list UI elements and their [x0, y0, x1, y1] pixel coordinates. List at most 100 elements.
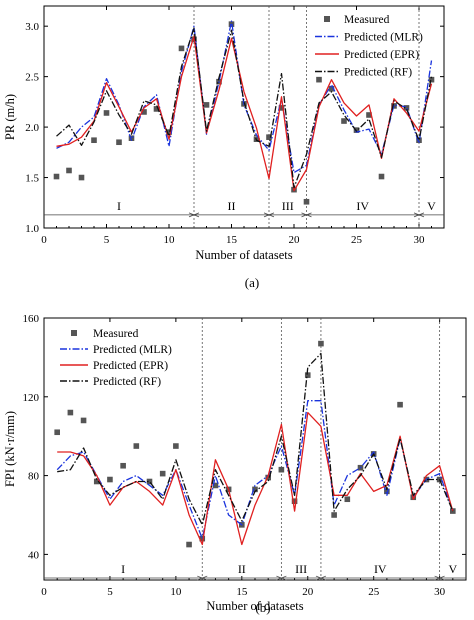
- chart-b-legend-predicted-epr-label: Predicted (EPR): [93, 360, 168, 372]
- chart-a-series-measured-point: [91, 137, 97, 144]
- chart-b-series-measured-point: [291, 498, 298, 505]
- chart-a-panel-label: (a): [245, 275, 259, 290]
- chart-a-series-measured-point: [203, 102, 210, 108]
- chart-a-series-measured-point: [316, 76, 322, 83]
- chart-a-series-measured-point: [53, 173, 60, 180]
- chart-b-x-tick-label: 5: [107, 586, 113, 598]
- chart-b-series-measured-point: [331, 512, 337, 518]
- chart-b-legend-measured-swatch: [71, 330, 77, 336]
- chart-b-section-arrowhead: [438, 575, 445, 581]
- chart-b-y-tick-label: 40: [28, 549, 40, 561]
- chart-b-x-axis-label: Number of datasets: [206, 599, 303, 613]
- chart-a-legend-predicted-mlr-label: Predicted (MLR): [344, 32, 423, 44]
- chart-b-series-measured-point: [212, 482, 219, 489]
- chart-a-series-measured-point: [78, 174, 85, 181]
- chart-a-y-tick-label: 1.5: [25, 173, 39, 185]
- chart-b-section-label: III: [295, 562, 307, 576]
- chart-a-x-axis-label: Number of datasets: [195, 248, 292, 262]
- chart-b-y-tick-label: 120: [23, 392, 40, 404]
- chart-a-section-arrowhead: [305, 212, 312, 218]
- chart-a-y-axis-label: PR (m/h): [3, 94, 17, 140]
- chart-b-series-measured-point: [278, 466, 285, 473]
- chart-b-panel-label: (b): [255, 600, 270, 615]
- chart-b-series-measured-point: [173, 443, 179, 449]
- chart-b-series-measured-point: [318, 340, 324, 347]
- chart-a-series-predicted-mlr-line: [56, 20, 433, 174]
- chart-a-x-tick-label: 10: [164, 234, 176, 246]
- chart-b-section-arrowhead: [280, 575, 287, 581]
- chart-a-y-tick-label: 2.0: [25, 122, 39, 134]
- chart-a-y-tick-label: 3.0: [25, 21, 39, 33]
- chart-b-series-measured-point: [159, 470, 166, 477]
- chart-b-x-tick-label: 0: [41, 586, 47, 598]
- chart-b-series-measured-point: [93, 478, 100, 485]
- chart-b-x-tick-label: 30: [434, 586, 446, 598]
- chart-b-x-tick-label: 20: [302, 586, 314, 598]
- chart-a-series-predicted-rf-line: [56, 27, 433, 189]
- chart-a-series-measured-point: [103, 110, 110, 116]
- chart-a-series-measured-point: [178, 45, 185, 52]
- chart-b-series-measured-point: [133, 443, 140, 449]
- chart-a-series-measured-point: [403, 105, 410, 111]
- chart-a-x-tick-label: 25: [351, 234, 363, 246]
- chart-a-legend-predicted-rf-label: Predicted (RF): [344, 67, 412, 79]
- chart-a-series-measured-point: [153, 106, 160, 112]
- chart-a-series-measured-point: [303, 198, 310, 205]
- chart-b-series-measured-point: [67, 409, 74, 416]
- chart-b-x-tick-label: 25: [368, 586, 380, 598]
- chart-a-section-arrowhead: [418, 212, 425, 218]
- chart-a-series-measured-point: [66, 167, 72, 174]
- chart-b-section-label: V: [448, 562, 457, 576]
- chart-a-section-label: III: [282, 199, 294, 213]
- chart-b-series-measured-point: [54, 429, 60, 436]
- chart-a-section-label: I: [117, 199, 121, 213]
- chart-b-series-measured-point: [146, 478, 153, 485]
- chart-a-series-measured-point: [278, 105, 285, 111]
- chart-a-series-measured-point: [366, 112, 372, 118]
- chart-b-series-measured-point: [265, 474, 271, 481]
- chart-b-legend-predicted-rf-label: Predicted (RF): [93, 376, 161, 388]
- chart-b-y-axis-label: FPI (kN·r/mm): [3, 411, 17, 487]
- chart-b-series-predicted-epr-line: [57, 411, 454, 546]
- chart-a-x-tick-label: 15: [226, 234, 238, 246]
- chart-b-series-measured-point: [397, 401, 403, 408]
- chart-a-y-tick-label: 1.0: [25, 223, 39, 235]
- chart-b-y-tick-label: 160: [23, 313, 40, 325]
- chart-a-series-measured-point: [266, 134, 272, 140]
- chart-b-series-measured-point: [80, 417, 87, 424]
- chart-a-series-measured-point: [428, 76, 435, 83]
- chart-a-section-label: II: [228, 199, 236, 213]
- chart-a-series-measured-point: [166, 129, 172, 135]
- chart-a-series-measured-point: [328, 85, 335, 92]
- chart-a-series-predicted-epr-line: [56, 35, 433, 192]
- chart-a-section-arrowhead: [268, 212, 275, 218]
- chart-a-series-measured-point: [378, 173, 385, 180]
- chart-b-series-measured-point: [199, 535, 206, 542]
- chart-b-series-measured-point: [344, 496, 351, 503]
- chart-a-series-measured-point: [341, 118, 347, 124]
- chart-a-y-tick-label: 2.5: [25, 72, 39, 84]
- chart-a-section-label: V: [427, 199, 436, 213]
- chart-b-series-measured-point: [107, 476, 113, 483]
- chart-a-section-label: IV: [356, 199, 369, 213]
- chart-b-x-tick-label: 15: [236, 586, 248, 598]
- chart-b-series-measured-point: [186, 541, 192, 548]
- chart-b-x-tick-label: 10: [170, 586, 182, 598]
- chart-a-series-measured-point: [141, 109, 147, 115]
- chart-b-section-arrowhead: [201, 575, 208, 581]
- chart-a-series-measured-point: [416, 137, 422, 144]
- chart-b-legend-measured-label: Measured: [93, 328, 139, 340]
- chart-a-legend-measured-swatch: [324, 16, 330, 22]
- chart-b-section-label: I: [121, 562, 125, 576]
- chart-b-section-arrowhead: [319, 575, 327, 581]
- chart-b-series-measured-point: [384, 488, 390, 495]
- chart-b-series-predicted-rf-line: [57, 352, 454, 526]
- chart-b-series-measured-point: [304, 372, 311, 378]
- chart-a-x-tick-label: 30: [414, 234, 426, 246]
- chart-b-section-label: IV: [374, 562, 387, 576]
- chart-a-legend-measured-label: Measured: [344, 14, 390, 26]
- chart-a-x-tick-label: 20: [289, 234, 301, 246]
- chart-a-x-tick-label: 0: [41, 234, 47, 246]
